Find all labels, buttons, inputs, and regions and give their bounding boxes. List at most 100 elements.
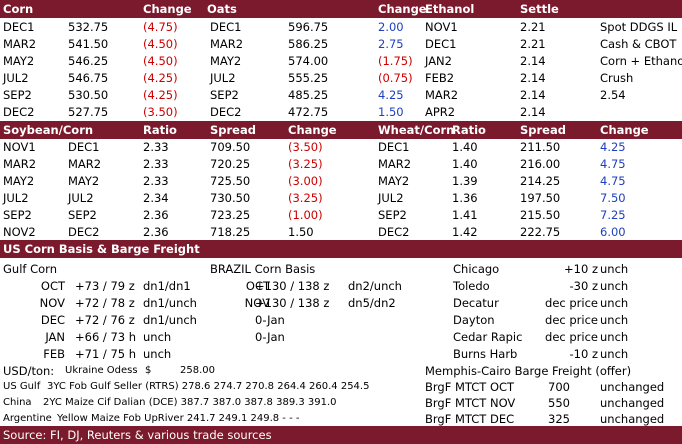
gulf-title: Gulf Corn bbox=[3, 262, 57, 276]
ethanol-month: NOV1 bbox=[425, 20, 458, 34]
header-band-top bbox=[0, 0, 682, 18]
oats-change: 1.50 bbox=[378, 105, 404, 119]
oats-month: SEP2 bbox=[210, 88, 239, 102]
oats-change: 2.75 bbox=[378, 37, 404, 51]
ddgs-label: Spot DDGS IL bbox=[600, 20, 678, 34]
ethanol-month: DEC1 bbox=[425, 37, 457, 51]
spread-header: Spread bbox=[210, 123, 256, 137]
city-basis: +10 z bbox=[564, 262, 598, 276]
wheat-change: 7.25 bbox=[600, 208, 626, 222]
origin-name: Argentine bbox=[3, 413, 52, 424]
corn-month: DEC1 bbox=[3, 20, 35, 34]
city-change: unch bbox=[600, 347, 629, 361]
corn-change: (3.50) bbox=[143, 105, 178, 119]
barge-value: 325 bbox=[548, 412, 570, 426]
city-basis: -30 z bbox=[569, 279, 598, 293]
wheat-corn-header: Wheat/Corn bbox=[378, 123, 455, 137]
ethanol-month: APR2 bbox=[425, 105, 456, 119]
ratio: 2.33 bbox=[143, 174, 169, 188]
oats-change: (0.75) bbox=[378, 71, 413, 85]
ratio: 2.36 bbox=[143, 208, 169, 222]
spread: 723.25 bbox=[210, 208, 251, 222]
ethanol-settle: 2.21 bbox=[520, 37, 546, 51]
spread-change: (3.25) bbox=[288, 191, 323, 205]
corn-change: (4.75) bbox=[143, 20, 178, 34]
origin-name: China bbox=[3, 397, 32, 408]
city-name: Cedar Rapic bbox=[453, 330, 523, 344]
gulf-month: FEB bbox=[43, 347, 65, 361]
city-change: unch bbox=[600, 296, 629, 310]
corn-month: MAR2 bbox=[3, 37, 37, 51]
gulf-month: JAN bbox=[45, 330, 65, 344]
corn-change: (4.25) bbox=[143, 88, 178, 102]
oats-price: 485.25 bbox=[288, 88, 329, 102]
ethanol-settle: 2.14 bbox=[520, 105, 546, 119]
spread: 718.25 bbox=[210, 225, 251, 239]
wheat-month: JUL2 bbox=[378, 191, 404, 205]
wheat-ratio: 1.39 bbox=[452, 174, 478, 188]
city-basis: dec price bbox=[545, 313, 598, 327]
wheat-spread: 214.25 bbox=[520, 174, 561, 188]
soy-month: SEP2 bbox=[3, 208, 32, 222]
barge-value: 700 bbox=[548, 380, 570, 394]
oats-price: 586.25 bbox=[288, 37, 329, 51]
ethanol-month: JAN2 bbox=[425, 54, 452, 68]
city-basis: dec price bbox=[545, 330, 598, 344]
brazil-basis: +130 / 138 z bbox=[255, 296, 330, 310]
wheat-ratio: 1.40 bbox=[452, 157, 478, 171]
ethanol-settle: 2.14 bbox=[520, 54, 546, 68]
ethanol-settle: 2.21 bbox=[520, 20, 546, 34]
ratio: 2.34 bbox=[143, 191, 169, 205]
gulf-basis: +72 / 76 z bbox=[75, 313, 135, 327]
barge-change: unchanged bbox=[600, 380, 665, 394]
brazil-title: BRAZIL Corn Basis bbox=[210, 262, 316, 276]
wheat-ratio: 1.40 bbox=[452, 140, 478, 154]
corn-month: DEC1 bbox=[68, 140, 100, 154]
oats-month: MAY2 bbox=[210, 54, 242, 68]
corn-month: DEC2 bbox=[3, 105, 35, 119]
origin-detail: 2YC Maize Cif Dalian (DCE) 387.7 387.0 3… bbox=[43, 397, 337, 408]
corn-month: MAY2 bbox=[3, 54, 35, 68]
corn-month: SEP2 bbox=[3, 88, 32, 102]
corn-price: 527.75 bbox=[68, 105, 109, 119]
oats-header: Oats bbox=[207, 2, 237, 16]
oats-month: JUL2 bbox=[210, 71, 236, 85]
gulf-basis: +71 / 75 h bbox=[75, 347, 137, 361]
spread: 725.50 bbox=[210, 174, 251, 188]
ddgs-label: Cash & CBOT bbox=[600, 37, 677, 51]
spread-change: (3.25) bbox=[288, 157, 323, 171]
ddgs-label: 2.54 bbox=[600, 88, 626, 102]
brazil-change: dn5/dn2 bbox=[348, 296, 396, 310]
spread: 709.50 bbox=[210, 140, 251, 154]
city-change: unch bbox=[600, 262, 629, 276]
ethanol-month: FEB2 bbox=[425, 71, 455, 85]
city-name: Burns Harb bbox=[453, 347, 518, 361]
ratio: 2.33 bbox=[143, 140, 169, 154]
wheat-month: DEC1 bbox=[378, 140, 410, 154]
settle-header: Settle bbox=[520, 2, 559, 16]
ethanol-settle: 2.14 bbox=[520, 71, 546, 85]
barge-label: BrgF MTCT DEC bbox=[425, 412, 515, 426]
soy-month: MAY2 bbox=[3, 174, 35, 188]
wheat-month: SEP2 bbox=[378, 208, 407, 222]
footer-band bbox=[0, 426, 682, 444]
corn-price: 546.75 bbox=[68, 71, 109, 85]
brazil-month: OCT bbox=[245, 279, 270, 293]
gulf-month: DEC bbox=[40, 313, 65, 327]
wheat-month: MAY2 bbox=[378, 174, 410, 188]
corn-price: 532.75 bbox=[68, 20, 109, 34]
origin-detail: 3YC Fob Gulf Seller (RTRS) 278.6 274.7 2… bbox=[47, 381, 370, 392]
corn-header: Corn bbox=[3, 2, 34, 16]
spread-change-header: Change bbox=[288, 123, 337, 137]
wheat-change: 7.50 bbox=[600, 191, 626, 205]
header-band-spreads bbox=[0, 121, 682, 139]
barge-label: BrgF MTCT OCT bbox=[425, 380, 515, 394]
spread-change: (1.00) bbox=[288, 208, 323, 222]
ratio-header: Ratio bbox=[143, 123, 177, 137]
city-name: Chicago bbox=[453, 262, 500, 276]
memphis-title: Memphis-Cairo Barge Freight (offer) bbox=[425, 364, 632, 378]
wheat-spread: 211.50 bbox=[520, 140, 561, 154]
oats-month: DEC1 bbox=[210, 20, 242, 34]
wheat-ratio: 1.36 bbox=[452, 191, 478, 205]
corn-month: SEP2 bbox=[68, 208, 97, 222]
